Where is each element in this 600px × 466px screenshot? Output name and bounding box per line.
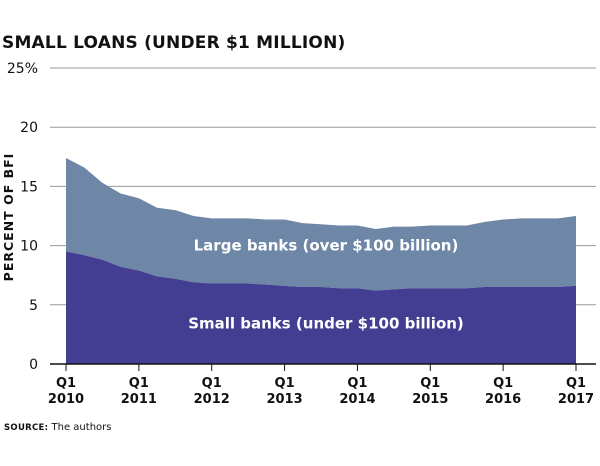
x-tick-quarter: Q1 — [56, 376, 76, 391]
x-tick-year: 2012 — [194, 392, 230, 407]
x-tick-year: 2016 — [485, 392, 521, 407]
x-tick-year: 2013 — [266, 392, 302, 407]
y-tick-label: 10 — [20, 239, 38, 255]
x-axis: Q12010Q12011Q12012Q12013Q12014Q12015Q120… — [48, 364, 594, 407]
y-tick-label: 0 — [29, 357, 38, 373]
source-label: SOURCE: — [4, 423, 49, 433]
area-large-banks — [66, 157, 576, 291]
plot-areas — [50, 157, 596, 365]
x-tick-quarter: Q1 — [420, 376, 440, 391]
x-tick-quarter: Q1 — [275, 376, 295, 391]
x-tick-year: 2015 — [412, 392, 448, 407]
x-tick-year: 2014 — [339, 392, 375, 407]
x-tick-quarter: Q1 — [493, 376, 513, 391]
source-note: SOURCE: The authors — [4, 422, 111, 433]
x-tick-quarter: Q1 — [202, 376, 222, 391]
area-small-banks — [66, 251, 576, 364]
y-tick-label: 20 — [20, 120, 38, 136]
y-axis-label: PERCENT OF BFI — [1, 153, 16, 282]
y-tick-label: 5 — [29, 298, 38, 314]
area-label-large-banks: Large banks (over $100 billion) — [194, 236, 459, 254]
x-tick-year: 2010 — [48, 392, 84, 407]
x-tick-quarter: Q1 — [347, 376, 367, 391]
area-label-small-banks: Small banks (under $100 billion) — [188, 314, 464, 332]
y-tick-label: 25% — [7, 61, 38, 77]
x-tick-quarter: Q1 — [566, 376, 586, 391]
x-tick-year: 2017 — [558, 392, 594, 407]
y-tick-label: 15 — [20, 179, 38, 195]
x-tick-year: 2011 — [121, 392, 157, 407]
y-axis: 0 5 10 15 20 25% — [7, 61, 38, 373]
chart-title: SMALL LOANS (UNDER $1 MILLION) — [2, 33, 346, 53]
source-text: The authors — [51, 422, 112, 433]
x-tick-quarter: Q1 — [129, 376, 149, 391]
